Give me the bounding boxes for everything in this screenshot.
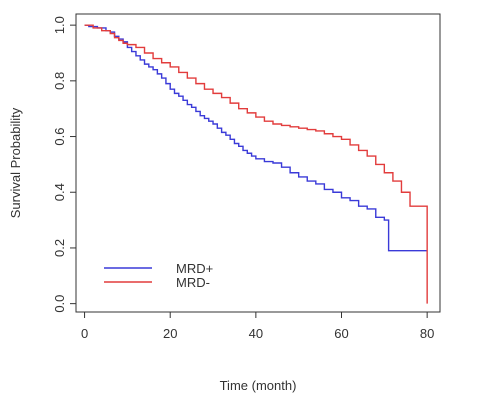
y-tick-label: 0.2 [52, 239, 67, 257]
x-tick-label: 20 [163, 326, 177, 341]
y-axis: 0.0 0.2 0.4 0.6 0.8 1.0 [52, 16, 76, 313]
y-tick-label: 0.4 [52, 183, 67, 201]
legend-label: MRD- [176, 275, 210, 290]
legend: MRD+MRD- [104, 261, 213, 290]
x-tick-label: 40 [249, 326, 263, 341]
y-axis-label: Survival Probability [8, 107, 23, 218]
y-tick-label: 0.6 [52, 128, 67, 146]
plot-frame [75, 13, 441, 313]
legend-label: MRD+ [176, 261, 213, 276]
x-tick-label: 0 [81, 326, 88, 341]
x-tick-label: 80 [420, 326, 434, 341]
x-axis-label: Time (month) [220, 378, 297, 393]
y-tick-label: 0.0 [52, 295, 67, 313]
series-line-mrd-negative [84, 24, 428, 304]
series-line-mrd-positive [84, 24, 428, 252]
y-tick-label: 0.8 [52, 72, 67, 90]
series-layer [84, 24, 428, 304]
x-axis: 0 20 40 60 80 [81, 312, 434, 341]
x-tick-label: 60 [334, 326, 348, 341]
y-tick-label: 1.0 [52, 16, 67, 34]
